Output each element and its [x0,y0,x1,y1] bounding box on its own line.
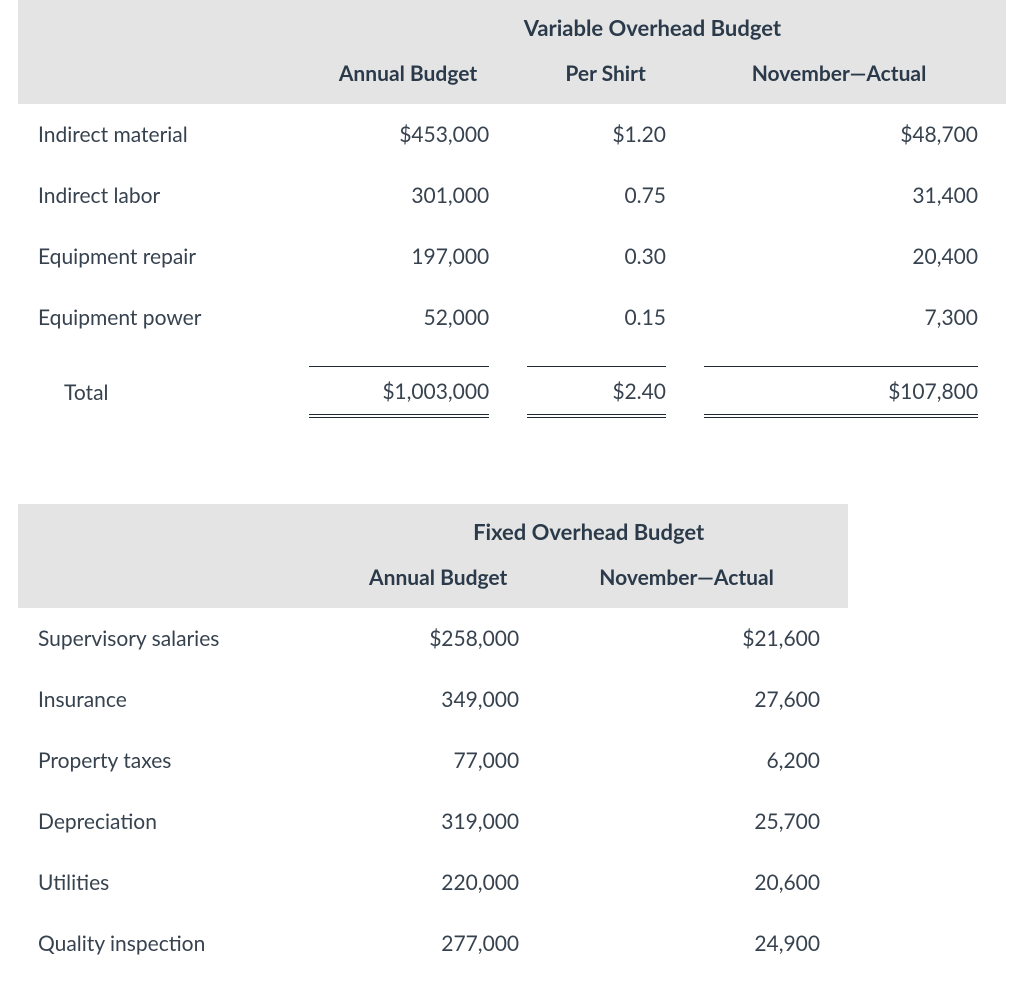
cell-annual: 52,000 [299,287,517,348]
cell-annual: 277,000 [329,913,547,974]
cell-annual: 197,000 [299,226,517,287]
table-row: Equipment repair 197,000 0.30 20,400 [18,226,1006,287]
total-nov-actual: $107,800 [694,348,1006,436]
cell-annual: 349,000 [329,669,547,730]
cell-nov-actual: 20,400 [694,226,1006,287]
fixed-overhead-title: Fixed Overhead Budget [329,504,848,555]
cell-nov-actual: 24,900 [547,913,848,974]
col-header-nov-actual: November—Actual [547,555,848,608]
col-header-annual: Annual Budget [299,51,517,104]
cell-per-shirt: 0.15 [517,287,694,348]
total-per-shirt: $2.40 [517,348,694,436]
cell-annual: $453,000 [299,104,517,165]
fixed-overhead-table: Fixed Overhead Budget Annual Budget Nove… [18,504,848,974]
cell-nov-actual: 27,600 [547,669,848,730]
cell-per-shirt: $1.20 [517,104,694,165]
cell-nov-actual: $48,700 [694,104,1006,165]
cell-nov-actual: 20,600 [547,852,848,913]
row-label: Supervisory salaries [18,608,329,669]
cell-nov-actual: 6,200 [547,730,848,791]
cell-annual: 319,000 [329,791,547,852]
cell-nov-actual: $21,600 [547,608,848,669]
cell-annual: 77,000 [329,730,547,791]
row-label: Equipment power [18,287,299,348]
row-label: Utilities [18,852,329,913]
page: Variable Overhead Budget Annual Budget P… [0,0,1024,974]
table-row: Indirect labor 301,000 0.75 31,400 [18,165,1006,226]
total-row: Total $1,003,000 $2.40 $107,800 [18,348,1006,436]
table-row: Quality inspection 277,000 24,900 [18,913,848,974]
row-label: Insurance [18,669,329,730]
row-label: Equipment repair [18,226,299,287]
total-annual: $1,003,000 [299,348,517,436]
col-header-nov-actual: November—Actual [694,51,1006,104]
table-row: Insurance 349,000 27,600 [18,669,848,730]
table-row: Depreciation 319,000 25,700 [18,791,848,852]
row-label: Depreciation [18,791,329,852]
variable-overhead-title: Variable Overhead Budget [299,0,1006,51]
table-row: Supervisory salaries $258,000 $21,600 [18,608,848,669]
row-label: Indirect labor [18,165,299,226]
table-row: Utilities 220,000 20,600 [18,852,848,913]
cell-annual: $258,000 [329,608,547,669]
cell-nov-actual: 31,400 [694,165,1006,226]
col-header-per-shirt: Per Shirt [517,51,694,104]
row-label: Indirect material [18,104,299,165]
row-label: Property taxes [18,730,329,791]
col-header-annual: Annual Budget [329,555,547,608]
variable-overhead-table: Variable Overhead Budget Annual Budget P… [18,0,1006,504]
cell-nov-actual: 25,700 [547,791,848,852]
total-label: Total [18,348,299,436]
cell-annual: 220,000 [329,852,547,913]
cell-nov-actual: 7,300 [694,287,1006,348]
cell-annual: 301,000 [299,165,517,226]
cell-per-shirt: 0.75 [517,165,694,226]
fixed-overhead-wrap: Fixed Overhead Budget Annual Budget Nove… [18,504,848,974]
cell-per-shirt: 0.30 [517,226,694,287]
table-row: Equipment power 52,000 0.15 7,300 [18,287,1006,348]
table-row: Property taxes 77,000 6,200 [18,730,848,791]
table-row: Indirect material $453,000 $1.20 $48,700 [18,104,1006,165]
row-label: Quality inspection [18,913,329,974]
